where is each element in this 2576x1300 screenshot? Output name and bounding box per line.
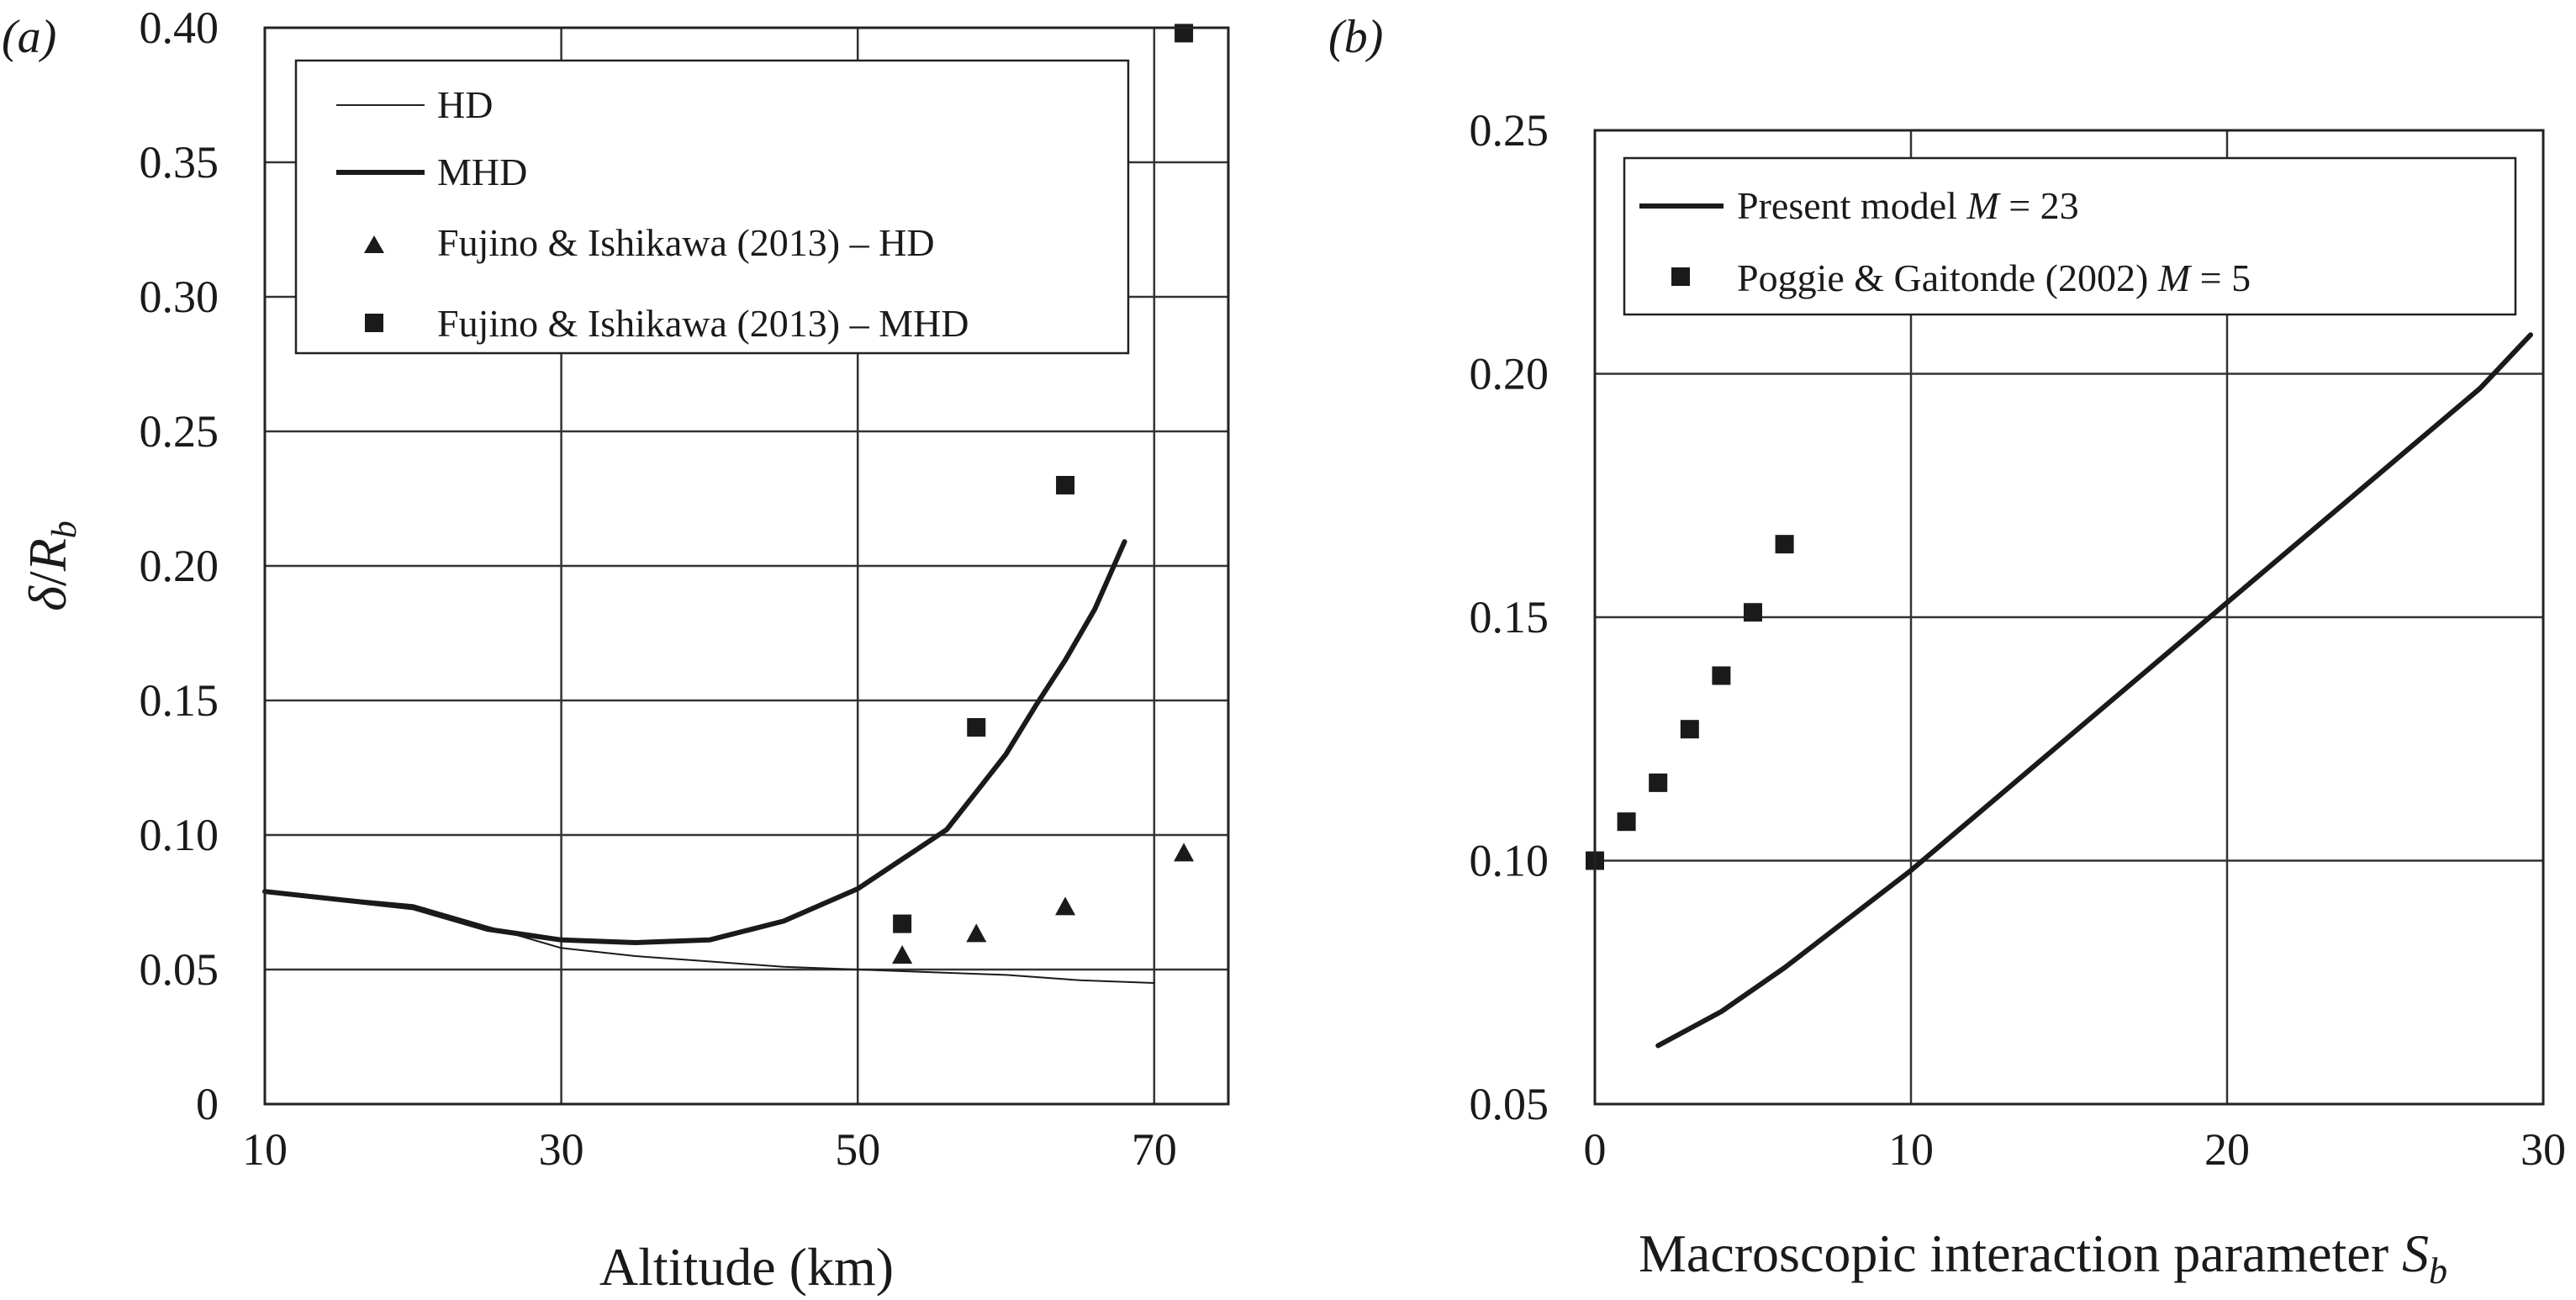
panel-b-label: (b) bbox=[1328, 11, 1383, 63]
panel-a-frame bbox=[263, 26, 1230, 1106]
x-tick-label: 70 bbox=[1132, 1124, 1177, 1175]
y-tick-label: 0.10 bbox=[1470, 836, 1549, 886]
legend-marker-square bbox=[365, 314, 383, 332]
panel-a: (a) 10 30 50 70 0 0.05 0.10 0.15 0.20 0.25 0.30 0.3… bbox=[2, 3, 1230, 1297]
panel-b-tick-labels: 0 10 20 30 0.05 0.10 0.15 0.20 0.25 bbox=[1470, 105, 2567, 1175]
series-line-thin bbox=[264, 890, 1155, 984]
y-tick-label: 0.10 bbox=[140, 810, 219, 860]
panel-b-frame bbox=[1593, 129, 2545, 1106]
triangle-marker bbox=[1055, 896, 1076, 916]
x-tick-label: 20 bbox=[2204, 1124, 2250, 1175]
panel-a-legend: HD MHD Fujino & Ishikawa (2013) – HD Fuj… bbox=[294, 59, 1130, 355]
y-tick-label: 0.25 bbox=[140, 406, 219, 457]
x-tick-label: 10 bbox=[242, 1124, 288, 1175]
legend-label-fi-mhd: Fujino & Ishikawa (2013) – MHD bbox=[437, 302, 969, 345]
panel-a-x-axis-label: Altitude (km) bbox=[599, 1237, 894, 1297]
square-marker bbox=[1712, 666, 1731, 685]
y-tick-label: 0.05 bbox=[140, 944, 219, 995]
legend-marker-square-b bbox=[1671, 267, 1690, 286]
x-tick-label: 0 bbox=[1584, 1124, 1607, 1175]
panel-a-series bbox=[262, 24, 1195, 984]
square-marker bbox=[967, 718, 986, 737]
legend-marker-triangle bbox=[364, 235, 384, 253]
square-marker bbox=[1617, 812, 1636, 832]
y-tick-label: 0.25 bbox=[1470, 105, 1549, 156]
y-tick-label: 0.20 bbox=[1470, 349, 1549, 399]
x-tick-label: 50 bbox=[835, 1124, 880, 1175]
series-line-thick bbox=[1655, 332, 2533, 1049]
y-tick-label: 0.40 bbox=[140, 3, 219, 53]
panel-b: (b) 0 10 20 30 0.05 0.10 0.15 0.20 0.25 Macrosco… bbox=[1328, 11, 2566, 1292]
panel-a-label: (a) bbox=[2, 11, 56, 63]
y-tick-label: 0.30 bbox=[140, 272, 219, 322]
panel-a-y-axis-label: δ/Rb bbox=[18, 521, 84, 611]
panel-b-legend-box bbox=[1623, 156, 2517, 316]
triangle-marker bbox=[966, 923, 987, 943]
square-marker bbox=[1775, 535, 1794, 554]
triangle-marker bbox=[1174, 843, 1195, 862]
legend-label-poggie: Poggie & Gaitonde (2002) M = 5 bbox=[1737, 256, 2251, 299]
y-tick-label: 0.15 bbox=[1470, 592, 1549, 642]
panel-a-legend-box bbox=[294, 59, 1130, 355]
legend-label-hd: HD bbox=[437, 83, 493, 126]
square-marker bbox=[1649, 773, 1668, 792]
legend-label-fi-hd: Fujino & Ishikawa (2013) – HD bbox=[437, 221, 935, 264]
legend-label-present-model: Present model M = 23 bbox=[1737, 184, 2079, 227]
triangle-marker bbox=[892, 945, 913, 964]
panel-b-series bbox=[1586, 332, 2533, 1049]
panel-b-legend: Present model M = 23 Poggie & Gaitonde (… bbox=[1623, 156, 2517, 316]
x-tick-label: 30 bbox=[539, 1124, 584, 1175]
square-marker bbox=[893, 914, 912, 933]
x-tick-label: 30 bbox=[2521, 1124, 2566, 1175]
x-tick-label: 10 bbox=[1888, 1124, 1934, 1175]
panel-a-tick-labels: 10 30 50 70 0 0.05 0.10 0.15 0.20 0.25 0.30 0.35 0.4… bbox=[140, 3, 1177, 1175]
y-tick-label: 0.35 bbox=[140, 137, 219, 188]
y-tick-label: 0.20 bbox=[140, 541, 219, 591]
square-marker bbox=[1680, 720, 1699, 739]
series-line-thick bbox=[262, 539, 1127, 945]
legend-label-mhd: MHD bbox=[437, 151, 527, 193]
panel-b-x-axis-label: Macroscopic interaction parameter Sb bbox=[1639, 1223, 2447, 1292]
square-marker bbox=[1744, 603, 1762, 622]
y-tick-label: 0.05 bbox=[1470, 1079, 1549, 1129]
y-tick-label: 0.15 bbox=[140, 675, 219, 726]
square-marker bbox=[1056, 476, 1075, 494]
y-tick-label: 0 bbox=[196, 1079, 219, 1129]
